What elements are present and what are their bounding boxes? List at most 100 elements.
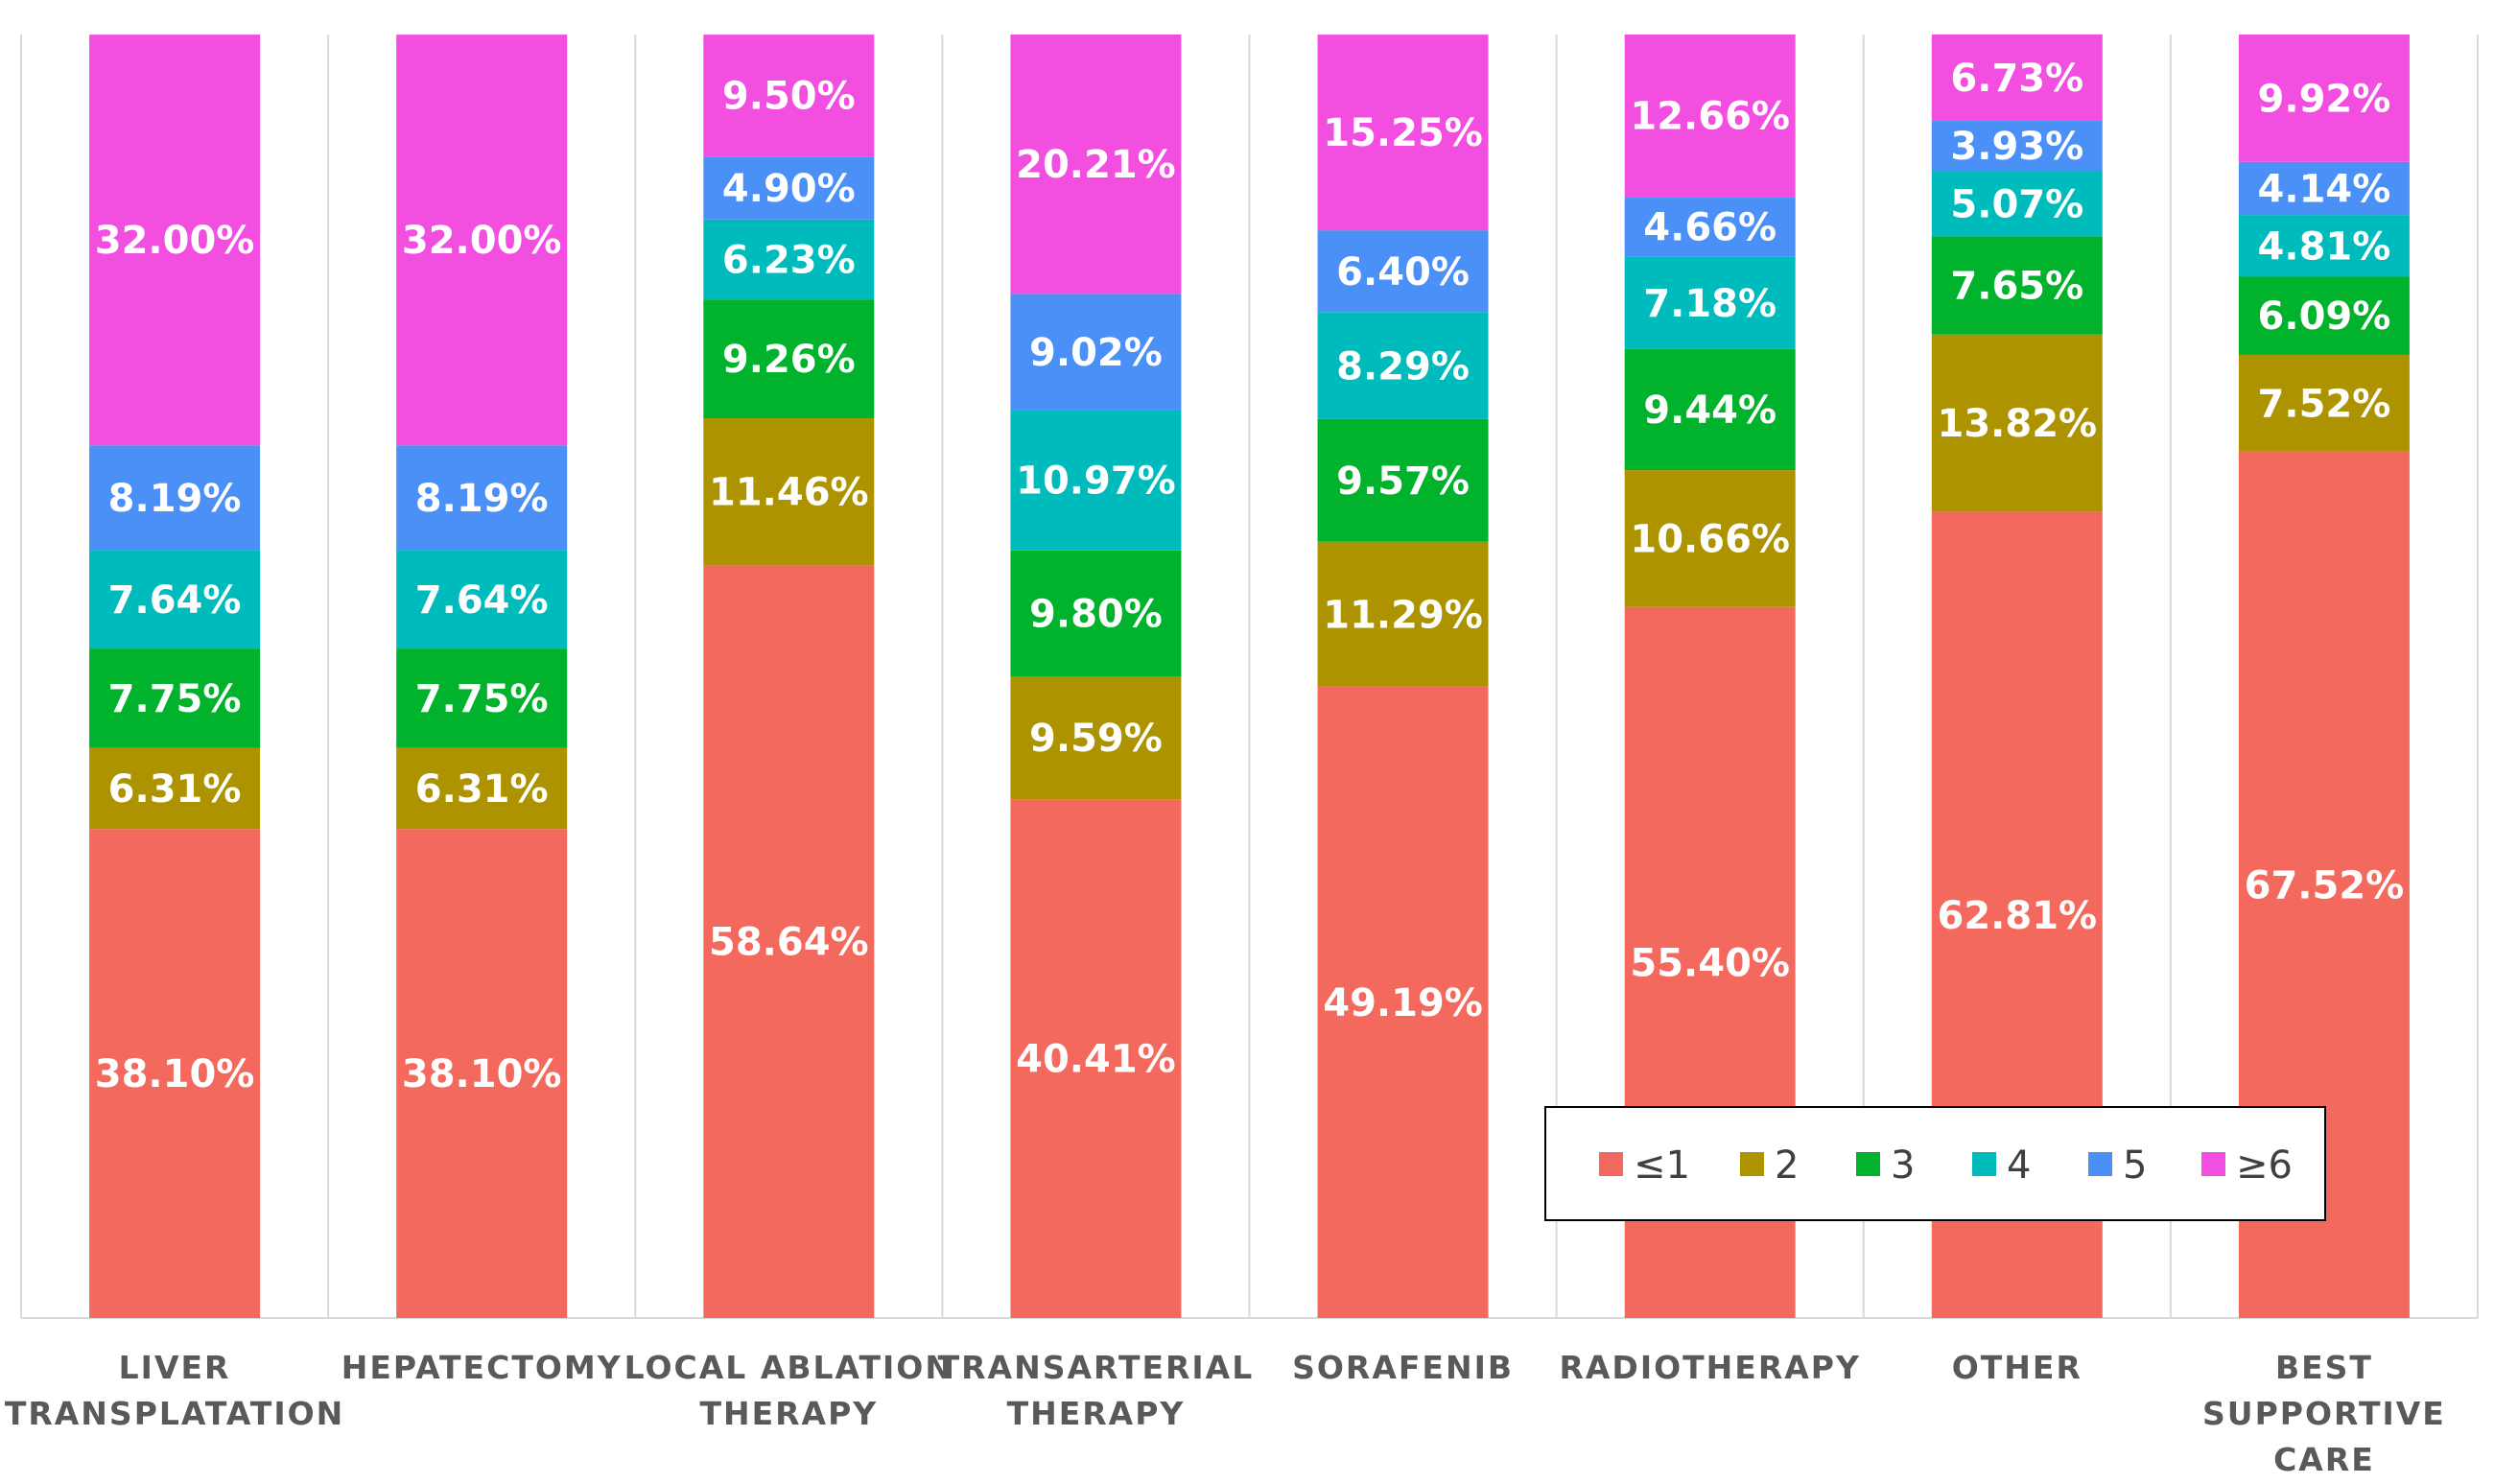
data-label: 9.80% [1029, 592, 1163, 636]
data-label: 6.31% [108, 767, 242, 812]
bar-segment-5-liver-transplatation [89, 445, 261, 551]
bar-segment-ge6-other [1931, 34, 2103, 121]
data-label: 6.40% [1336, 250, 1470, 294]
bar-segment-ge6-radiotherapy [1624, 35, 1796, 198]
bar-segment-2-local-ablation-therapy [703, 418, 875, 566]
bar-segment-le1-hepatectomy [396, 829, 568, 1318]
data-label: 4.66% [1643, 206, 1776, 250]
data-label: 4.90% [722, 167, 856, 211]
bar-segment-2-hepatectomy [396, 747, 568, 830]
data-label: 10.66% [1630, 517, 1790, 561]
bar-segment-5-hepatectomy [396, 445, 568, 551]
data-label: 9.92% [2258, 77, 2391, 121]
legend-box [1544, 1106, 2326, 1221]
bar-segment-le1-transarterial-therapy [1010, 799, 1182, 1318]
data-label: 9.59% [1029, 717, 1163, 761]
category-label-sorafenib: SORAFENIB [1292, 1349, 1514, 1386]
bar-segment-ge6-hepatectomy [396, 35, 568, 446]
legend-swatch-4 [1972, 1152, 1996, 1176]
data-label: 6.23% [722, 238, 856, 282]
bar-segment-ge6-local-ablation-therapy [703, 35, 875, 157]
data-label: 7.52% [2258, 382, 2391, 426]
bar-segment-4-local-ablation-therapy [703, 219, 875, 300]
category-label-other: OTHER [1952, 1349, 2082, 1386]
category-label-hepatectomy: HEPATECTOMY [341, 1349, 623, 1386]
bar-segment-4-hepatectomy [396, 550, 568, 649]
data-label: 8.19% [108, 477, 242, 521]
category-label-local-ablation-therapy: LOCAL ABLATION THERAPY [624, 1349, 953, 1432]
data-label: 67.52% [2245, 863, 2405, 907]
bar-segment-4-transarterial-therapy [1010, 410, 1182, 551]
data-label: 9.50% [722, 75, 856, 119]
category-label-best-supportive-care: BEST SUPPORTIVE CARE [2202, 1349, 2446, 1478]
legend-label-le1: ≤1 [1634, 1143, 1690, 1188]
category-label-liver-transplatation: LIVER TRANSPLATATION [5, 1349, 344, 1432]
bar-segment-5-best-supportive-care [2238, 161, 2410, 216]
category-label-radiotherapy: RADIOTHERAPY [1559, 1349, 1860, 1386]
data-label: 7.64% [108, 578, 242, 623]
data-label: 20.21% [1016, 143, 1176, 187]
bar-segment-ge6-liver-transplatation [89, 35, 261, 446]
bar-segment-4-sorafenib [1317, 312, 1489, 419]
legend-swatch-2 [1740, 1152, 1764, 1176]
bar-segment-5-other [1931, 120, 2103, 172]
data-label: 11.46% [709, 471, 869, 515]
chart-legend: ≤1 2 3 4 5 ≥6 [1544, 1106, 2326, 1221]
bar-segment-2-other [1931, 334, 2103, 512]
legend-swatch-ge6 [2201, 1152, 2225, 1176]
data-label: 8.29% [1336, 344, 1470, 389]
bar-segment-3-sorafenib [1317, 418, 1489, 542]
bar-segment-5-local-ablation-therapy [703, 156, 875, 220]
bar-segment-5-radiotherapy [1624, 197, 1796, 257]
bar-segment-3-transarterial-therapy [1010, 550, 1182, 676]
data-label: 62.81% [1938, 894, 2098, 938]
legend-swatch-3 [1856, 1152, 1880, 1176]
data-label: 7.64% [415, 578, 549, 623]
bar-segment-3-other [1931, 236, 2103, 335]
bar-segment-2-liver-transplatation [89, 747, 261, 830]
data-label: 58.64% [709, 921, 869, 965]
data-label: 10.97% [1016, 459, 1176, 503]
legend-label-5: 5 [2123, 1143, 2147, 1188]
legend-swatch-le1 [1599, 1152, 1623, 1176]
bar-segment-5-transarterial-therapy [1010, 294, 1182, 411]
category-label-transarterial-therapy: TRANSARTERIAL THERAPY [938, 1349, 1255, 1432]
legend-label-3: 3 [1891, 1143, 1915, 1188]
data-label: 13.82% [1938, 402, 2098, 446]
bar-segment-ge6-transarterial-therapy [1010, 35, 1182, 294]
data-label: 4.14% [2258, 167, 2391, 211]
data-label: 7.75% [415, 677, 549, 721]
data-label: 15.25% [1323, 111, 1483, 155]
data-label: 9.44% [1643, 389, 1776, 433]
data-label: 4.81% [2258, 224, 2391, 269]
bar-segment-3-liver-transplatation [89, 648, 261, 748]
bar-segment-4-other [1931, 171, 2103, 237]
data-label: 38.10% [402, 1052, 562, 1096]
bar-segment-4-liver-transplatation [89, 550, 261, 649]
bar-segment-2-transarterial-therapy [1010, 676, 1182, 800]
bar-segment-3-radiotherapy [1624, 348, 1796, 471]
data-label: 7.18% [1643, 282, 1776, 326]
data-label: 7.65% [1950, 265, 2083, 309]
legend-label-ge6: ≥6 [2236, 1143, 2293, 1188]
bar-segment-ge6-sorafenib [1317, 35, 1489, 231]
bar-segment-le1-local-ablation-therapy [703, 565, 875, 1318]
bar-segment-2-sorafenib [1317, 541, 1489, 687]
legend-label-4: 4 [2007, 1143, 2031, 1188]
data-label: 6.73% [1950, 57, 2083, 101]
chart-bars: 38.10% 6.31% 7.75% 7.64% 8.19% 32.00% 38.10% 6.… [89, 34, 2410, 1318]
data-label: 7.75% [108, 677, 242, 721]
data-label: 9.02% [1029, 331, 1163, 375]
data-label: 3.93% [1950, 125, 2083, 169]
bar-segment-le1-liver-transplatation [89, 829, 261, 1318]
bar-segment-5-sorafenib [1317, 230, 1489, 313]
data-label: 9.26% [722, 338, 856, 382]
bar-segment-4-radiotherapy [1624, 256, 1796, 349]
data-label: 32.00% [402, 219, 562, 263]
bar-segment-2-radiotherapy [1624, 470, 1796, 607]
bar-segment-3-hepatectomy [396, 648, 568, 748]
bar-segment-4-best-supportive-care [2238, 215, 2410, 277]
data-label: 5.07% [1950, 182, 2083, 226]
bar-segment-le1-sorafenib [1317, 686, 1489, 1318]
